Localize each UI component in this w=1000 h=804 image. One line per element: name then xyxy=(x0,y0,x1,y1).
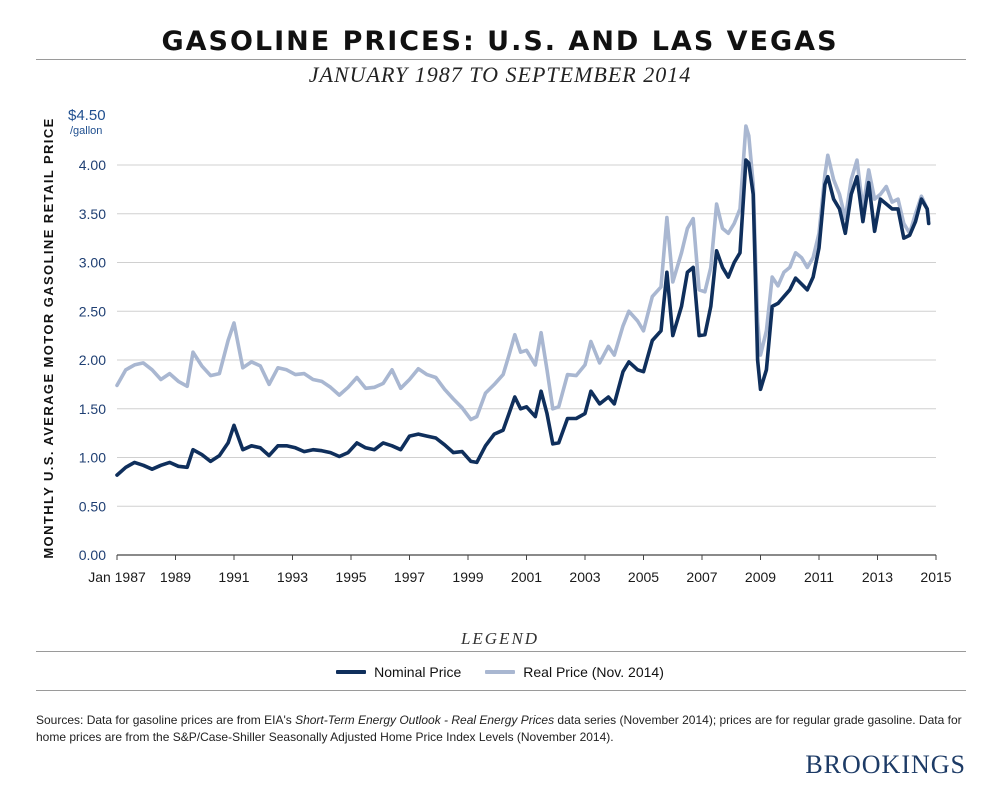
x-tick-label: 2007 xyxy=(686,569,717,585)
x-tick-label: 1989 xyxy=(160,569,191,585)
x-tick-label: Jan 1987 xyxy=(88,569,146,585)
x-tick-label: 2015 xyxy=(920,569,951,585)
nominal-swatch xyxy=(336,670,367,674)
sources-prefix: Sources: Data for gasoline prices are fr… xyxy=(36,713,296,727)
legend-item-real: Real Price (Nov. 2014) xyxy=(485,664,664,680)
y-tick-label: 0.00 xyxy=(79,547,106,563)
y-unit-label: $4.50 xyxy=(68,107,106,124)
legend-label-real: Real Price (Nov. 2014) xyxy=(523,664,664,680)
real-swatch xyxy=(485,670,516,674)
x-tick-label: 2003 xyxy=(569,569,600,585)
y-tick-label: 3.50 xyxy=(79,206,106,222)
chart-subtitle: JANUARY 1987 TO SEPTEMBER 2014 xyxy=(308,62,692,87)
legend-label-nominal: Nominal Price xyxy=(374,664,462,680)
y-tick-label: 1.00 xyxy=(79,450,106,466)
y-axis-label: MONTHLY U.S. AVERAGE MOTOR GASOLINE RETA… xyxy=(41,117,56,558)
x-tick-label: 2001 xyxy=(511,569,542,585)
x-tick-label: 1999 xyxy=(452,569,483,585)
y-tick-labels: 0.00 0.50 1.00 1.50 2.00 2.50 3.00 3.50 4.00 xyxy=(79,157,106,563)
y-tick-label: 1.50 xyxy=(79,401,106,417)
real-price-line xyxy=(115,124,931,422)
chart-title: GASOLINE PRICES: U.S. AND LAS VEGAS xyxy=(161,26,839,57)
brookings-logo: BROOKINGS xyxy=(805,750,966,779)
sources-note: Sources: Data for gasoline prices are fr… xyxy=(36,712,966,746)
x-tick-label: 2013 xyxy=(862,569,893,585)
y-unit-sublabel: /gallon xyxy=(70,125,102,137)
x-tick-label: 1995 xyxy=(335,569,366,585)
x-tick-label: 2011 xyxy=(804,569,834,585)
legend-item-nominal: Nominal Price xyxy=(336,664,461,680)
x-tick-label: 1997 xyxy=(394,569,425,585)
y-tick-label: 2.00 xyxy=(79,352,106,368)
y-tick-label: 0.50 xyxy=(79,498,106,514)
sources-suffix: data series (November 2014); prices are … xyxy=(36,713,962,744)
legend: Nominal Price Real Price (Nov. 2014) xyxy=(0,664,1000,680)
x-tick-label: 1993 xyxy=(277,569,308,585)
y-tick-label: 2.50 xyxy=(79,303,106,319)
legend-bottom-divider xyxy=(36,690,966,691)
x-tick-label: 2009 xyxy=(745,569,776,585)
legend-divider xyxy=(36,651,966,652)
nominal-price-line xyxy=(115,158,931,477)
x-tick-labels: Jan 1987 1989 1991 1993 1995 1997 1999 2001 2003… xyxy=(88,555,952,585)
series-lines xyxy=(115,124,931,477)
x-tick-label: 2005 xyxy=(628,569,659,585)
sources-italic: Short-Term Energy Outlook - Real Energy … xyxy=(295,713,555,727)
title-divider xyxy=(36,59,966,60)
y-tick-label: 4.00 xyxy=(79,157,106,173)
line-chart: 0.00 0.50 1.00 1.50 2.00 2.50 3.00 3.50 4.00 Jan… xyxy=(41,107,952,585)
y-tick-label: 3.00 xyxy=(79,255,106,271)
legend-title: LEGEND xyxy=(460,629,540,648)
x-tick-label: 1991 xyxy=(218,569,249,585)
